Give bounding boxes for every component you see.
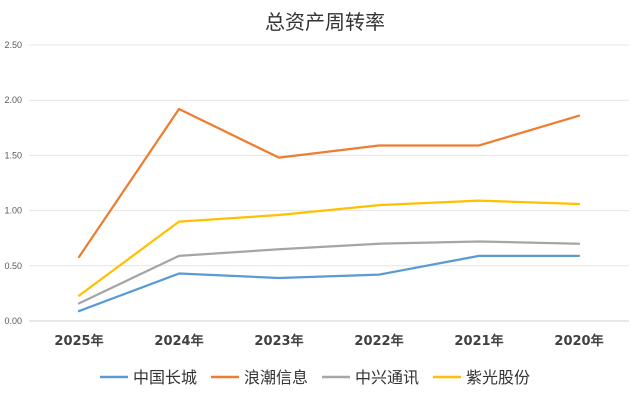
legend-item: 浪潮信息 [211, 368, 308, 387]
legend-label: 浪潮信息 [244, 368, 308, 387]
y-tick-label: 1.50 [4, 150, 22, 160]
series-line [77, 240, 581, 305]
y-tick-label: 0.00 [4, 316, 22, 326]
x-tick-label: 2020年 [554, 333, 603, 349]
plot-area [77, 107, 581, 313]
x-tick-label: 2022年 [354, 333, 403, 349]
series-line [77, 199, 581, 297]
y-tick-label: 1.00 [4, 206, 22, 216]
y-axis: 0.00 0.50 1.00 1.50 2.00 2.50 [4, 40, 22, 326]
chart-title: 总资产周转率 [265, 10, 385, 34]
y-tick-label: 2.00 [4, 95, 22, 105]
legend-item: 中国长城 [100, 368, 197, 387]
legend-label: 中国长城 [133, 368, 197, 387]
x-tick-label: 2021年 [454, 333, 503, 349]
legend-item: 中兴通讯 [322, 368, 419, 387]
x-tick-label: 2025年 [54, 333, 103, 349]
x-tick-label: 2024年 [154, 333, 203, 349]
y-tick-label: 0.50 [4, 261, 22, 271]
x-tick-label: 2023年 [254, 333, 303, 349]
legend-label: 中兴通讯 [355, 368, 419, 387]
legend-label: 紫光股份 [466, 368, 530, 387]
x-axis: 2025年 2024年 2023年 2022年 2021年 2020年 [54, 333, 603, 349]
y-tick-label: 2.50 [4, 40, 22, 50]
legend: 中国长城 浪潮信息 中兴通讯 紫光股份 [100, 368, 530, 387]
gridlines [29, 44, 629, 322]
legend-item: 紫光股份 [433, 368, 530, 387]
series-line [77, 254, 581, 313]
series-line [77, 107, 581, 259]
